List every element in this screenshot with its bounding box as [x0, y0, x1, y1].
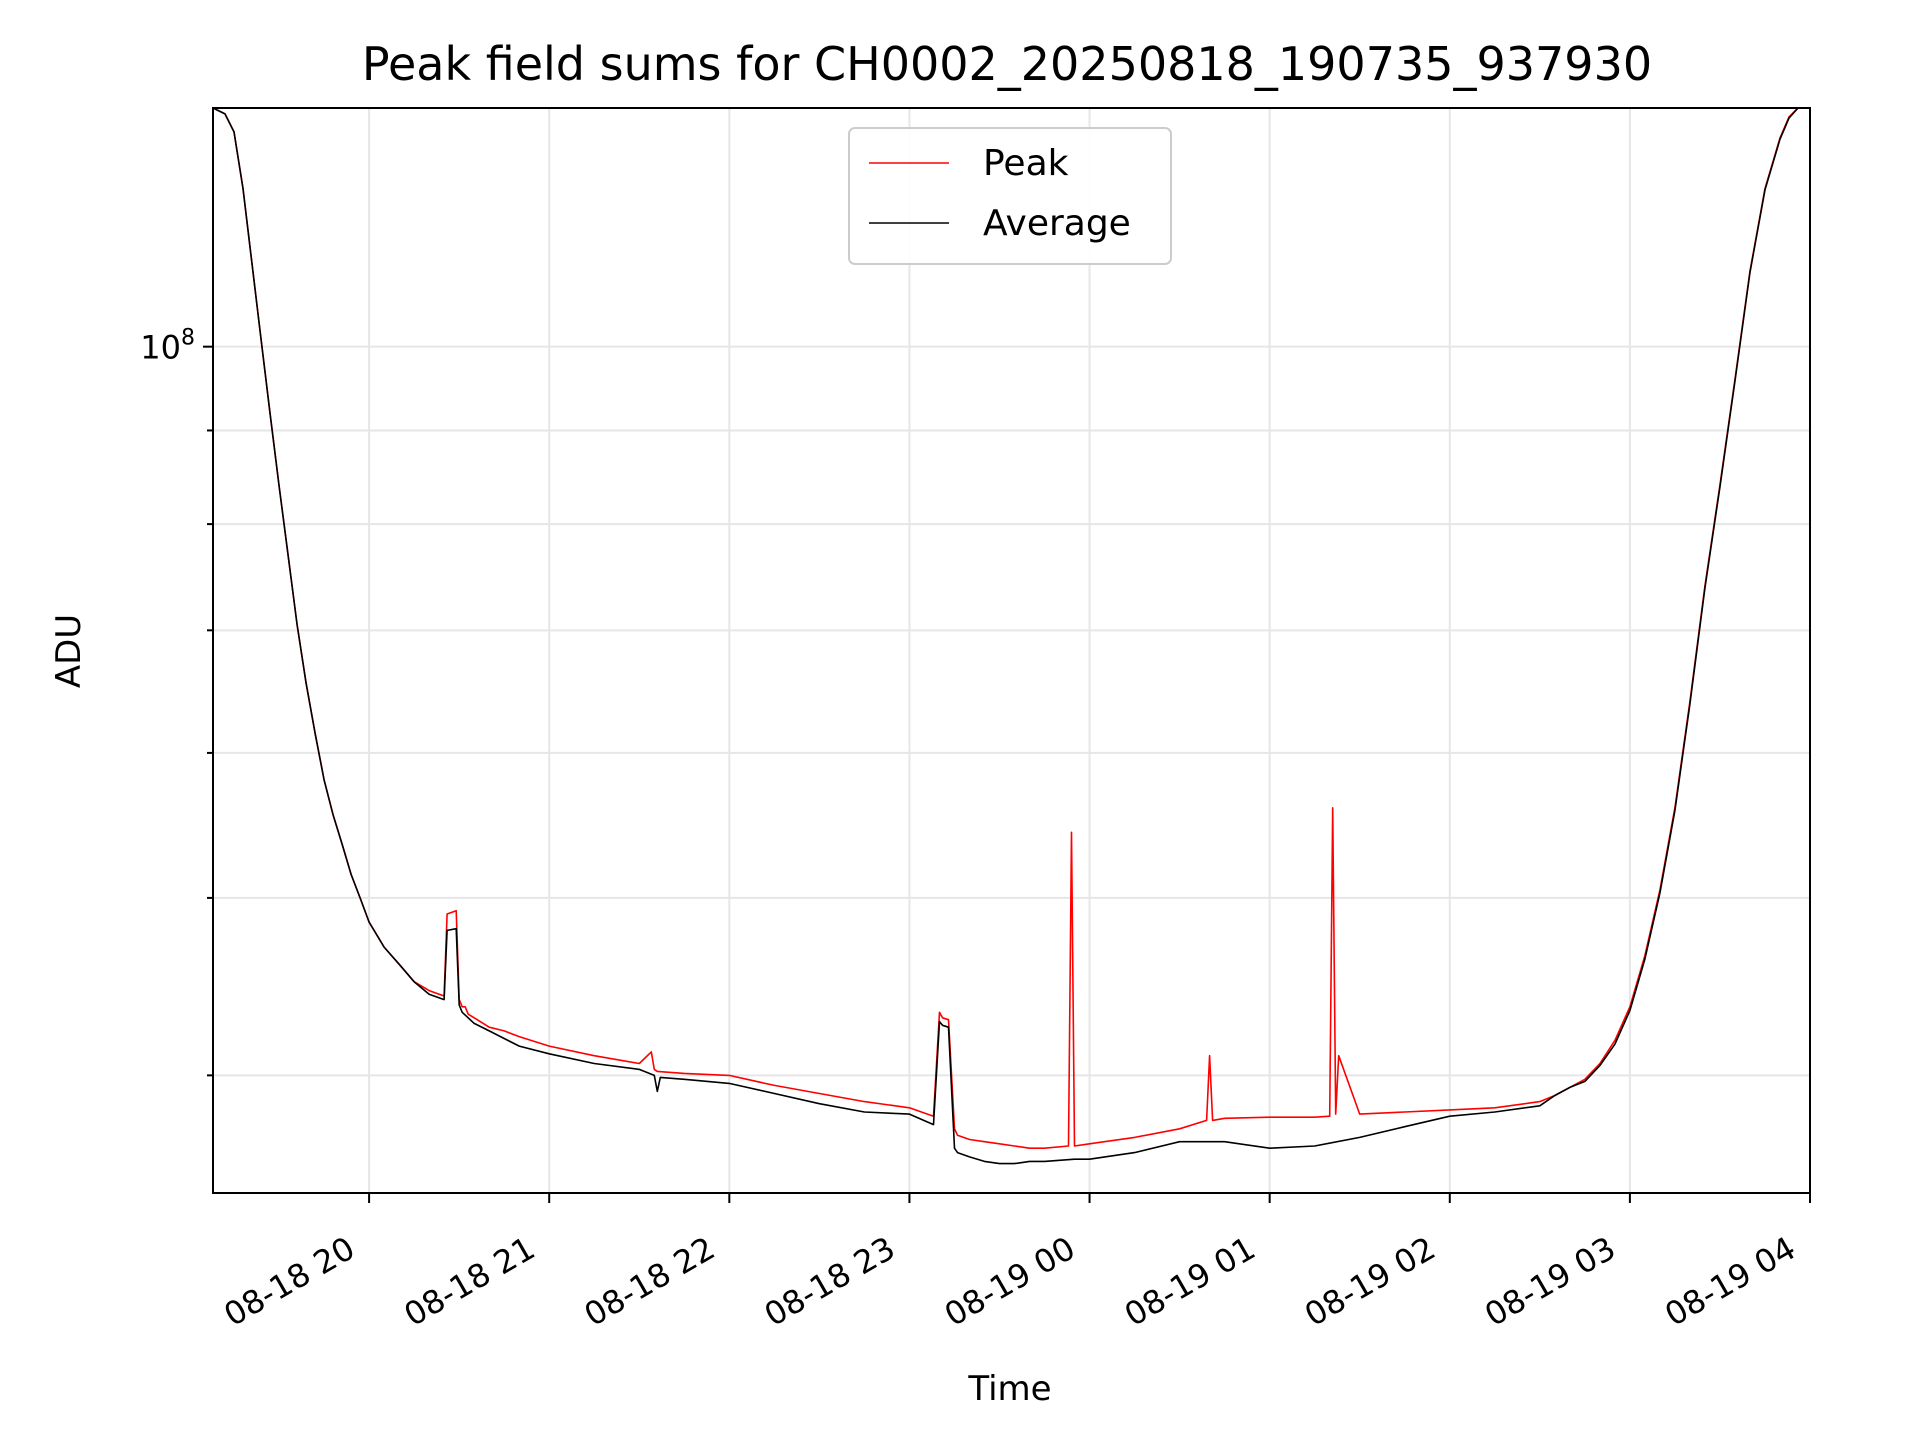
y-axis: 108: [140, 326, 213, 1077]
legend-label-average: Average: [983, 203, 1131, 244]
x-axis-label: Time: [967, 1369, 1051, 1409]
series-line-average: [213, 108, 1810, 1165]
legend-label-peak: Peak: [983, 143, 1069, 184]
chart-title: Peak field sums for CH0002_20250818_1907…: [362, 37, 1652, 91]
plot-area: [213, 108, 1810, 1165]
y-tick-label: 108: [140, 326, 195, 367]
series-group: [213, 108, 1810, 1165]
plot-frame: [212, 107, 1811, 1194]
y-axis-label: ADU: [49, 614, 89, 688]
legend: Peak Average: [848, 127, 1172, 265]
legend-box: [848, 127, 1172, 265]
